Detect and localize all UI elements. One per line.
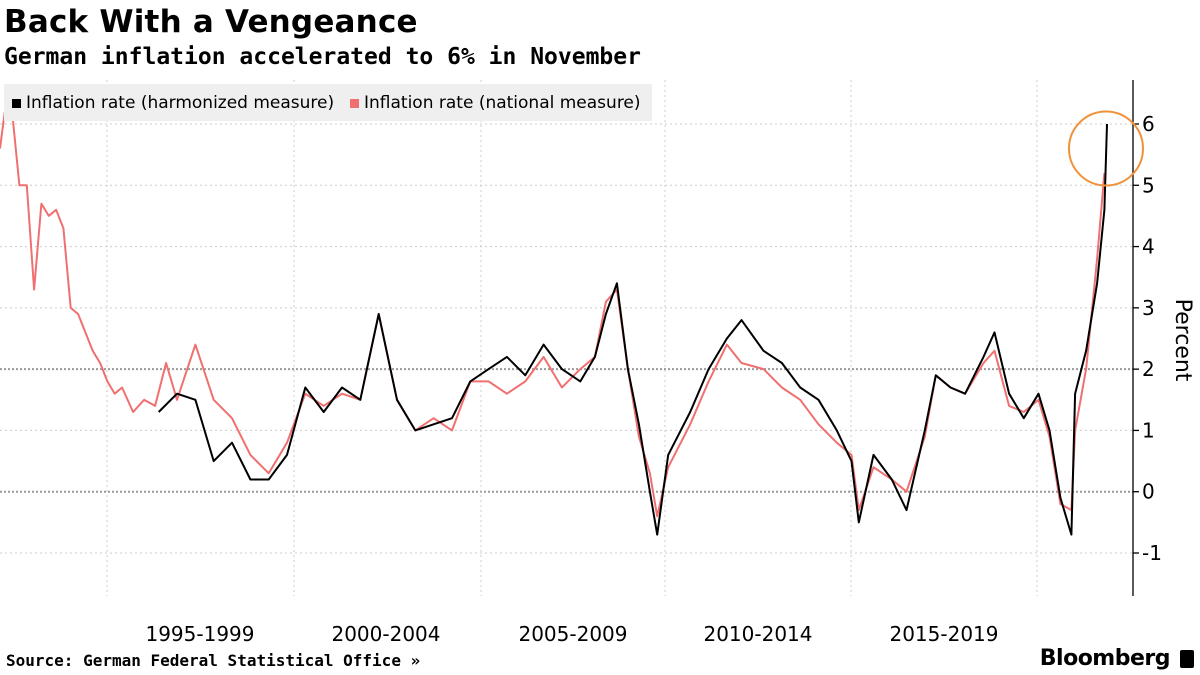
x-tick-label: 2000-2004 — [331, 622, 440, 646]
chart-title: Back With a Vengeance — [4, 4, 418, 40]
chart-legend: Inflation rate (harmonized measure) Infl… — [4, 84, 652, 121]
legend-label-national: Inflation rate (national measure) — [364, 93, 641, 113]
legend-swatch-national — [350, 98, 359, 108]
chart-subtitle: German inflation accelerated to 6% in No… — [4, 44, 641, 70]
series-line-harmonized — [157, 123, 1108, 536]
y-tick-label: -1 — [1142, 541, 1162, 565]
legend-swatch-harmonized — [12, 98, 21, 108]
x-tick-label: 2005-2009 — [518, 622, 627, 646]
source-link[interactable]: Source: German Federal Statistical Offic… — [6, 651, 421, 670]
y-axis: -1 0 1 2 3 4 5 6 — [1132, 80, 1162, 596]
grid-lines — [0, 80, 1133, 596]
y-tick-label: 4 — [1142, 235, 1155, 259]
series-lines — [0, 110, 1108, 536]
series-line-national — [0, 110, 1106, 518]
x-tick-label: 2015-2019 — [889, 622, 998, 646]
y-axis-label: Percent — [1170, 299, 1195, 382]
x-tick-label: 2010-2014 — [703, 622, 812, 646]
bloomberg-logo: Bloomberg — [1039, 646, 1171, 671]
legend-item-national: Inflation rate (national measure) — [350, 93, 641, 113]
x-axis-labels: 1995-1999 2000-2004 2005-2009 2010-2014 2015… — [145, 622, 998, 646]
y-tick-label: 1 — [1142, 418, 1155, 442]
y-tick-label: 2 — [1142, 357, 1155, 381]
bloomberg-terminal-icon — [1180, 650, 1194, 668]
y-tick-label: 6 — [1142, 112, 1155, 136]
highlight-circle — [1068, 110, 1144, 187]
legend-item-harmonized: Inflation rate (harmonized measure) — [12, 93, 334, 113]
legend-label-harmonized: Inflation rate (harmonized measure) — [26, 93, 335, 113]
y-tick-label: 5 — [1142, 173, 1155, 197]
y-tick-label: 0 — [1142, 480, 1155, 504]
y-tick-label: 3 — [1142, 296, 1155, 320]
x-tick-label: 1995-1999 — [145, 622, 254, 646]
